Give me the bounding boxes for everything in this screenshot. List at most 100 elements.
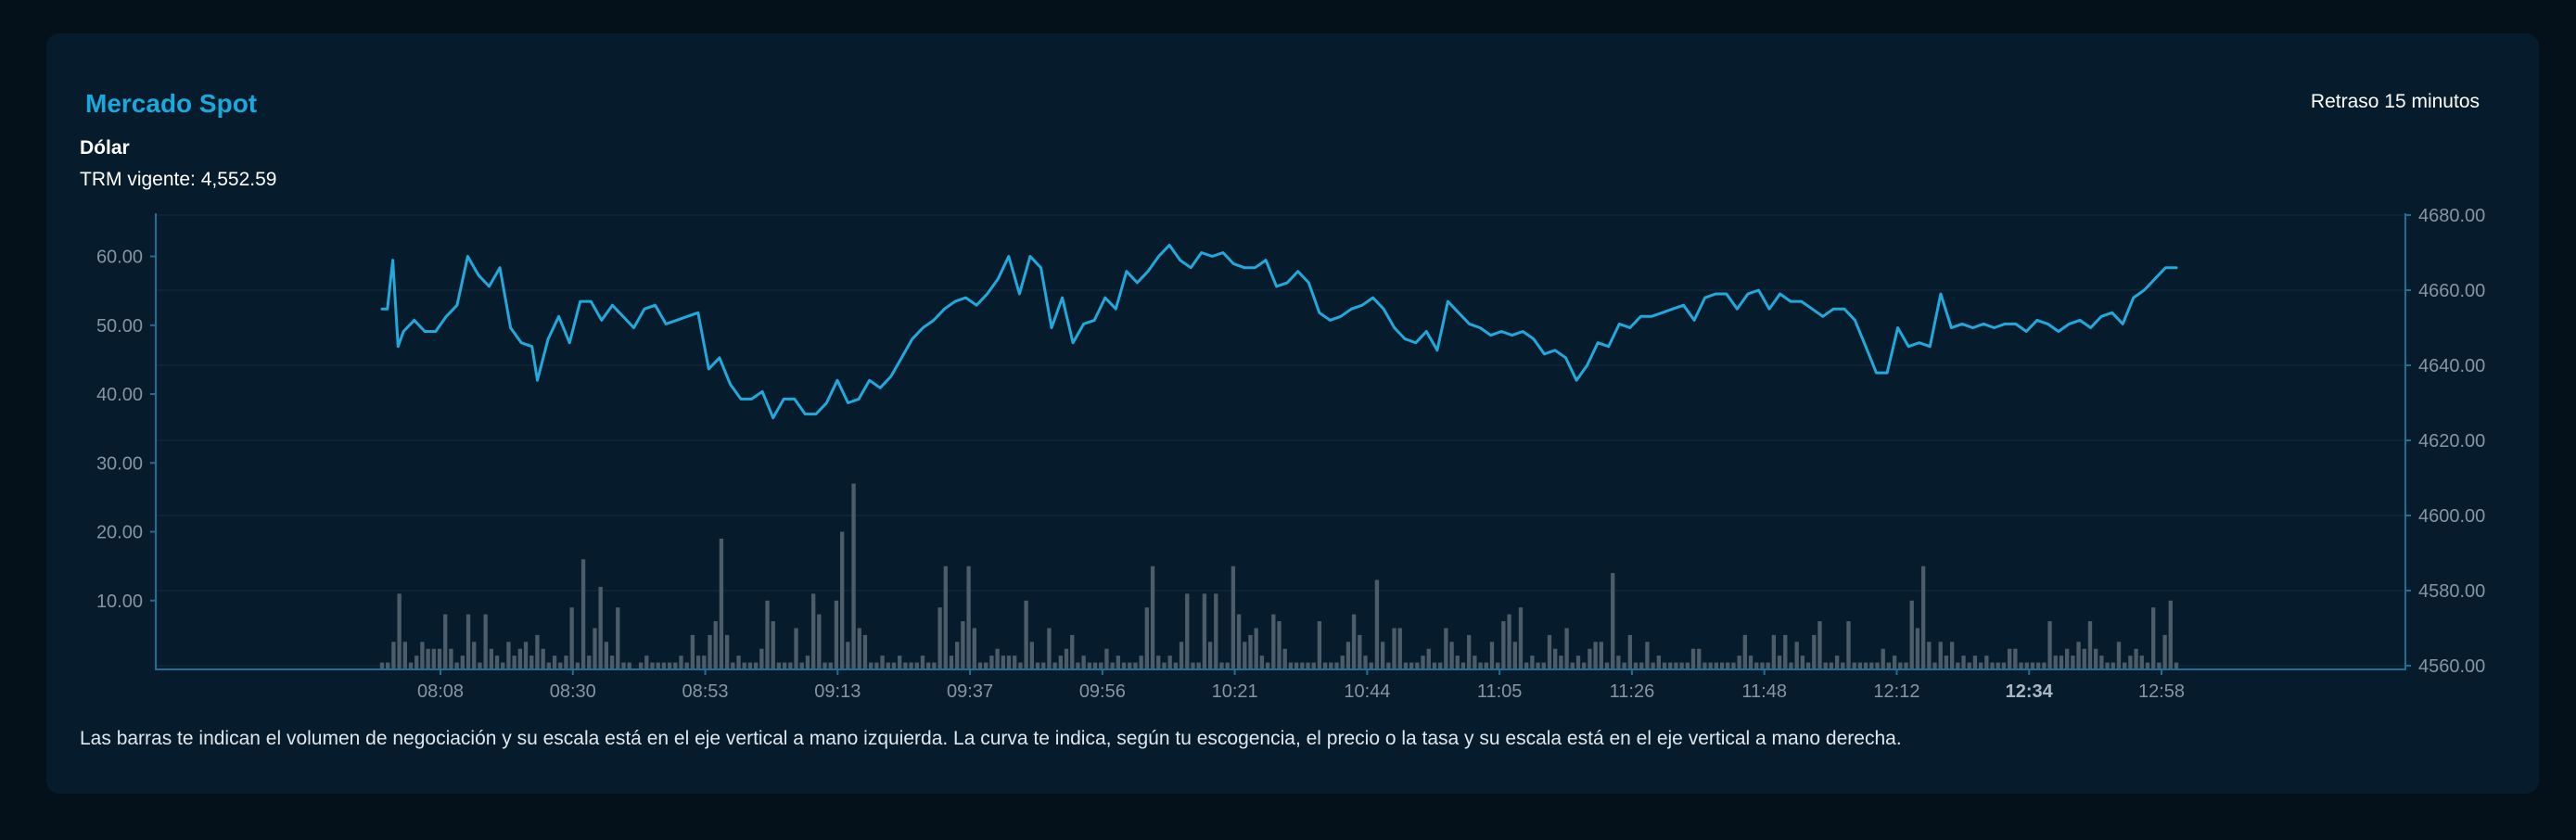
volume-bar [1369,662,1373,669]
x-tick-label: 08:53 [682,681,729,701]
volume-bar [1530,655,1535,669]
right-tick-label: 4640.00 [2418,356,2485,376]
volume-bar [1972,655,1978,669]
page-title: Mercado Spot [85,89,258,118]
volume-bar [1219,662,1224,669]
volume-bar [1225,662,1230,669]
volume-bar [391,642,396,669]
volume-bar [1173,662,1179,669]
volume-bar [1167,655,1172,669]
volume-bar [1536,662,1540,669]
volume-bar [1207,642,1213,669]
x-tick-label: 11:26 [1610,681,1655,701]
volume-bar [690,634,695,669]
volume-bar [552,655,557,669]
volume-bar [598,586,603,669]
volume-bar [478,662,482,669]
volume-bar [2030,662,2035,669]
volume-bar [817,614,822,669]
market-card: Mercado Spot Retraso 15 minutos Dólar TR… [46,33,2539,794]
volume-bar [788,662,793,669]
volume-bar [1582,662,1587,669]
volume-bar [719,538,724,669]
volume-bar [501,662,505,669]
volume-bar [2071,655,2075,669]
x-tick-label: 12:12 [1873,681,1919,701]
volume-bar [742,662,746,669]
volume-bar [898,655,902,669]
volume-bar [535,634,540,669]
volume-bar [1282,648,1287,669]
volume-bar [1070,634,1075,669]
volume-bar [2013,648,2018,669]
volume-bar [1041,662,1046,669]
volume-bar [1668,662,1673,669]
volume-bar [431,648,436,669]
volume-bar [609,655,615,669]
volume-bar [1507,614,1511,669]
volume-bar [891,662,897,669]
volume-bar [1674,662,1678,669]
right-tick-label: 4660.00 [2418,281,2485,301]
volume-bar [2162,634,2167,669]
volume-bar [1927,642,1932,669]
volume-bar [1886,662,1892,669]
chart-grid [156,214,2405,667]
volume-bar [1374,579,1380,669]
volume-bar [1426,648,1431,669]
volume-bar [1857,662,1863,669]
volume-bar [1771,634,1777,669]
volume-bar [1714,662,1719,669]
volume-bar [2151,607,2156,669]
x-tick-label: 12:34 [2006,681,2054,701]
volume-bar [949,655,954,669]
volume-bar [1294,662,1299,669]
volume-bar [695,655,701,669]
volume-bar [1575,655,1581,669]
volume-bar [736,655,741,669]
volume-bar [1259,655,1265,669]
left-tick-label: 10.00 [96,592,143,612]
volume-bar [713,621,718,669]
volume-bar [972,628,976,669]
volume-bar [1547,634,1552,669]
volume-bar [1863,662,1868,669]
volume-bar [1024,600,1028,669]
left-tick-label: 30.00 [96,453,143,474]
volume-bar [2099,655,2104,669]
volume-bar [731,662,735,669]
volume-bar [1139,655,1143,669]
volume-bar [984,662,988,669]
volume-bar [1898,662,1903,669]
volume-bar [1133,662,1138,669]
volume-bar [443,614,448,669]
right-tick-label: 4620.00 [2418,431,2485,452]
volume-bar [1915,628,1920,669]
volume-bar [1892,655,1897,669]
volume-bar [977,662,983,669]
volume-bar [702,655,707,669]
volume-bar [621,662,626,669]
volume-bar [2064,648,2070,669]
volume-bar [1662,662,1667,669]
volume-bar [1944,655,1949,669]
volume-bar [1191,662,1195,669]
volume-bar [2047,621,2052,669]
volume-bar [799,662,804,669]
volume-bar [2001,662,2007,669]
volume-bar [2019,662,2023,669]
volume-bar [851,483,856,669]
volume-bar [472,642,477,669]
volume-bar [1202,593,1207,669]
volume-bar [1150,566,1155,669]
volume-bar [1564,628,1569,669]
volume-bar [1496,662,1500,669]
volume-bar [1909,600,1914,669]
volume-bar [1156,655,1161,669]
volume-bar [454,662,459,669]
volume-bar [834,600,839,669]
volume-bar [580,559,586,669]
volume-bar [1265,662,1270,669]
volume-bar [1254,628,1258,669]
volume-bar [650,662,655,669]
